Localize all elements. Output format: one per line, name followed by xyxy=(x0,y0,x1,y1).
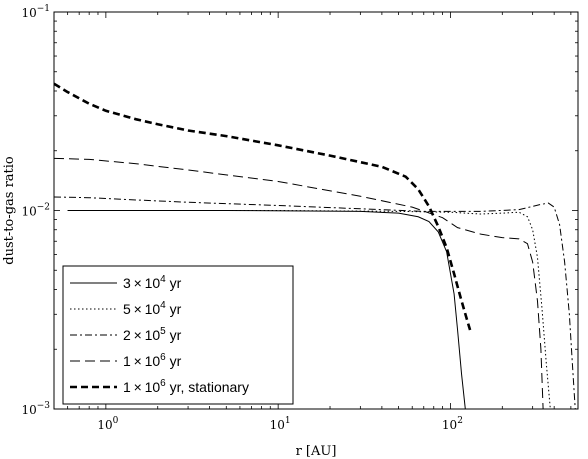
y-tick-label: 10−3 xyxy=(21,401,50,417)
series-line-s5 xyxy=(54,82,472,331)
x-axis-label: r [AU] xyxy=(296,444,337,459)
legend-label-s2: 5 × 104 yr xyxy=(123,300,182,317)
legend-label-s3: 2 × 105 yr xyxy=(123,326,182,343)
legend-label-s1: 3 × 104 yr xyxy=(123,274,182,291)
series-layer xyxy=(54,82,576,409)
y-tick-label: 10−1 xyxy=(21,4,50,20)
x-tick-label: 100 xyxy=(97,416,118,432)
series-line-s4 xyxy=(54,157,544,409)
series-line-s3 xyxy=(54,196,576,409)
legend-label-s4: 1 × 106 yr xyxy=(123,352,182,369)
x-tick-label: 102 xyxy=(442,416,463,432)
series-line-s1 xyxy=(67,210,466,409)
legend: 3 × 104 yr 5 × 104 yr 2 × 105 yr 1 × 106 yr… xyxy=(62,265,294,405)
y-tick-label: 10−2 xyxy=(21,203,50,219)
legend-label-s5: 1 × 106 yr, stationary xyxy=(123,378,249,395)
ticks-layer: 100 101 102 10−3 10−2 10−1 xyxy=(21,4,578,432)
y-axis-label: dust-to-gas ratio xyxy=(2,156,17,265)
x-tick-label: 101 xyxy=(270,416,291,432)
